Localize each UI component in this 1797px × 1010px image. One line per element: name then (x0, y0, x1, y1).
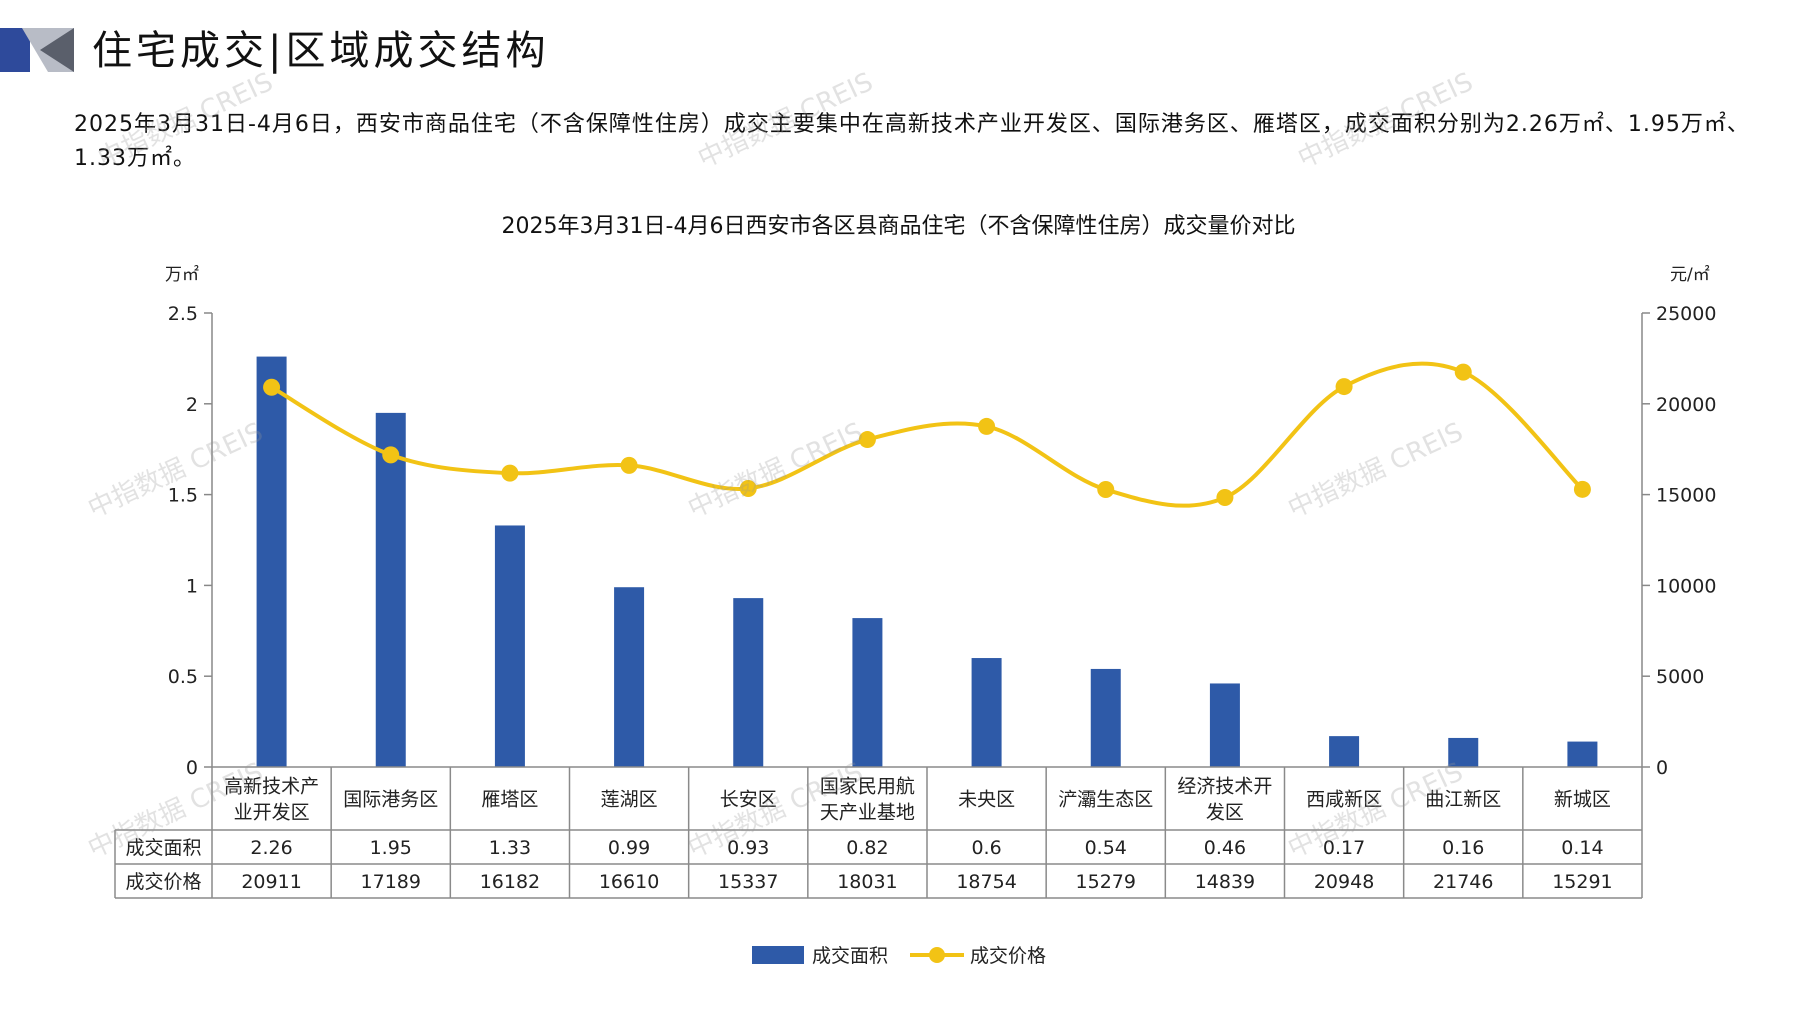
category-label: 雁塔区 (481, 789, 538, 811)
category-label: 浐灞生态区 (1058, 789, 1153, 811)
price-point-11 (1573, 480, 1591, 498)
y-left-tick-label: 2 (186, 394, 198, 416)
price-point-9 (1335, 378, 1353, 396)
price-data-label: 15337 (718, 871, 778, 893)
area-data-label: 0.46 (1204, 837, 1246, 859)
category-label: 发区 (1206, 802, 1244, 824)
bar-3 (614, 587, 645, 767)
bar-9 (1329, 736, 1360, 767)
legend-bar-label: 成交面积 (812, 945, 888, 967)
price-data-label: 14839 (1195, 871, 1255, 893)
category-label: 高新技术产 (224, 776, 319, 798)
area-data-label: 0.17 (1323, 837, 1365, 859)
price-line (270, 361, 1584, 508)
bar-11 (1567, 741, 1598, 767)
bar-7 (1090, 668, 1121, 767)
price-data-label: 21746 (1433, 871, 1493, 893)
price-point-10 (1454, 363, 1472, 381)
y-right-tick-label: 15000 (1656, 485, 1716, 507)
area-data-label: 1.33 (489, 837, 531, 859)
price-point-2 (501, 464, 519, 482)
price-data-label: 18031 (837, 871, 897, 893)
y-right-unit: 元/㎡ (1670, 265, 1710, 285)
area-data-label: 0.82 (846, 837, 888, 859)
category-label: 曲江新区 (1425, 789, 1501, 811)
price-data-label: 20911 (241, 871, 301, 893)
price-point-8 (1216, 489, 1234, 507)
price-point-7 (1097, 481, 1115, 499)
area-data-label: 0.93 (727, 837, 769, 859)
area-data-label: 0.6 (971, 837, 1001, 859)
row-header-area: 成交面积 (125, 837, 201, 859)
y-left-tick-label: 1 (186, 575, 198, 597)
price-data-label: 16182 (480, 871, 540, 893)
price-data-label: 15279 (1076, 871, 1136, 893)
category-label: 未央区 (958, 789, 1015, 811)
area-data-label: 0.99 (608, 837, 650, 859)
bar-8 (1209, 683, 1240, 767)
y-left-tick-label: 0.5 (168, 666, 198, 688)
bar-2 (494, 525, 525, 767)
price-point-3 (620, 456, 638, 474)
area-data-label: 0.14 (1561, 837, 1603, 859)
y-left-tick-label: 1.5 (168, 485, 198, 507)
price-point-4 (739, 479, 757, 497)
category-label: 天产业基地 (820, 802, 915, 824)
y-left-unit: 万㎡ (165, 265, 199, 285)
chart-title: 2025年3月31日-4月6日西安市各区县商品住宅（不含保障性住房）成交量价对比 (501, 214, 1296, 239)
price-data-label: 20948 (1314, 871, 1374, 893)
header-decoration (0, 28, 74, 72)
page-title: 住宅成交|区域成交结构 (92, 28, 550, 74)
bar-5 (852, 618, 883, 767)
category-label: 新城区 (1554, 789, 1611, 811)
category-label: 经济技术开 (1177, 776, 1272, 798)
category-label: 国际港务区 (343, 789, 438, 811)
y-right-tick-label: 0 (1656, 757, 1668, 779)
price-data-label: 16610 (599, 871, 659, 893)
y-right-tick-label: 20000 (1656, 394, 1716, 416)
legend-bar-swatch (752, 946, 804, 964)
y-right-tick-label: 5000 (1656, 666, 1704, 688)
bar-10 (1448, 737, 1479, 767)
price-point-0 (263, 378, 281, 396)
price-point-5 (858, 431, 876, 449)
bar-4 (733, 598, 764, 767)
price-data-label: 15291 (1552, 871, 1612, 893)
category-label: 国家民用航 (820, 776, 915, 798)
area-data-label: 2.26 (250, 837, 292, 859)
y-left-tick-label: 2.5 (168, 303, 198, 325)
y-right-tick-label: 10000 (1656, 575, 1716, 597)
legend-line-marker (929, 947, 945, 963)
area-data-label: 0.54 (1085, 837, 1127, 859)
area-data-label: 0.16 (1442, 837, 1484, 859)
summary-text: 2025年3月31日-4月6日，西安市商品住宅（不含保障性住房）成交主要集中在高… (74, 112, 1750, 171)
row-header-price: 成交价格 (125, 871, 201, 893)
category-label: 业开发区 (234, 802, 310, 824)
bar-0 (256, 356, 287, 767)
y-right-tick-label: 25000 (1656, 303, 1716, 325)
bar-6 (971, 658, 1002, 767)
category-label: 长安区 (720, 789, 777, 811)
legend-line-label: 成交价格 (970, 945, 1046, 967)
price-point-6 (978, 417, 996, 435)
category-label: 西咸新区 (1306, 789, 1382, 811)
category-label: 莲湖区 (601, 789, 658, 811)
price-data-label: 17189 (361, 871, 421, 893)
price-data-label: 18754 (956, 871, 1016, 893)
area-data-label: 1.95 (370, 837, 412, 859)
price-point-1 (382, 446, 400, 464)
y-left-tick-label: 0 (186, 757, 198, 779)
bar-1 (375, 412, 406, 767)
